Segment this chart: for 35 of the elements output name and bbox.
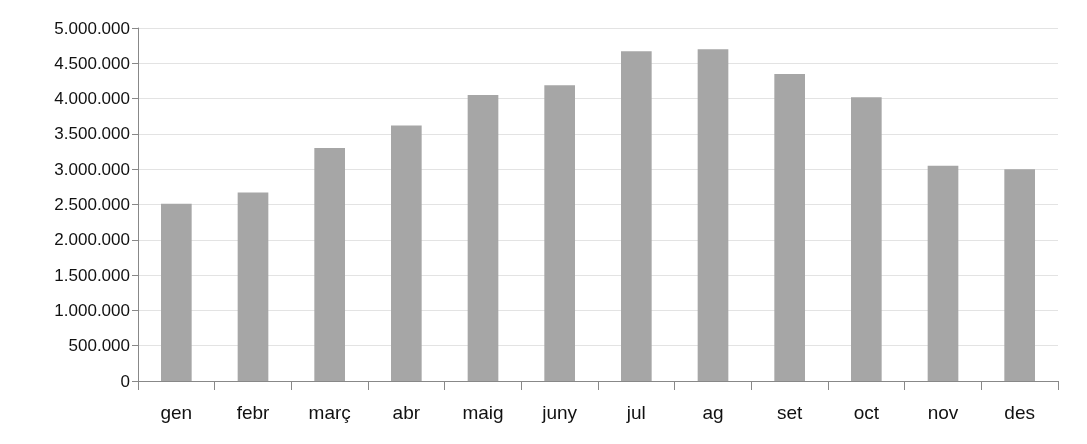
bar [774, 73, 805, 381]
bar [1004, 169, 1035, 381]
bar [161, 203, 192, 381]
bar [621, 51, 652, 381]
x-tick-label: maig [462, 402, 504, 423]
x-tick-label: des [1004, 402, 1035, 423]
x-tick-label: set [776, 402, 804, 423]
x-tick-label: abr [392, 402, 421, 423]
y-tick-label: 1.000.000 [54, 300, 130, 320]
bar [697, 49, 729, 381]
y-tick-label: 4.500.000 [54, 53, 130, 73]
y-tick-label: 4.000.000 [54, 89, 130, 109]
y-tick-label: 500.000 [68, 336, 130, 356]
x-tick-label: febr [236, 402, 271, 423]
x-tick-label: jul [625, 402, 646, 423]
x-tick-label: gen [160, 402, 193, 423]
bar [391, 125, 422, 381]
bar [467, 95, 499, 381]
bar [237, 192, 269, 381]
x-tick-label: ag [702, 402, 724, 423]
y-tick-label: 2.500.000 [54, 195, 130, 214]
y-tick-label: 0 [120, 371, 130, 391]
y-tick-label: 1.500.000 [54, 265, 130, 285]
bar [314, 148, 345, 381]
y-tick-label: 2.000.000 [54, 230, 130, 250]
x-tick-label: oct [853, 402, 880, 423]
x-tick-label: nov [927, 402, 959, 423]
bar [927, 165, 959, 381]
x-tick-label: març [308, 402, 351, 423]
bar [851, 97, 882, 381]
y-tick-label: 5.000.000 [54, 18, 130, 38]
x-tick-label: juny [541, 402, 578, 423]
y-tick-label: 3.500.000 [54, 124, 130, 144]
y-tick-label: 3.000.000 [54, 159, 130, 179]
bar [544, 85, 575, 381]
